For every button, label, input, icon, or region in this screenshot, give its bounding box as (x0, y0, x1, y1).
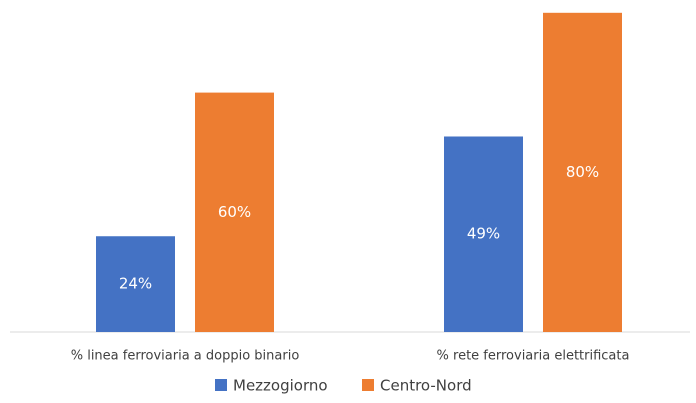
value-label: 80% (566, 163, 599, 181)
legend-swatch (215, 379, 227, 391)
legend-label: Centro-Nord (380, 377, 472, 395)
bar (96, 236, 175, 332)
x-tick-label: % linea ferroviaria a doppio binario (71, 349, 300, 364)
legend-swatch (362, 379, 374, 391)
value-label: 24% (119, 275, 152, 293)
bar (543, 12, 622, 333)
legend-label: Mezzogiorno (233, 377, 328, 395)
value-label: 60% (218, 203, 251, 221)
x-tick-label: % rete ferroviaria elettrificata (437, 349, 630, 364)
bar (195, 92, 274, 332)
value-label: 49% (467, 225, 500, 243)
bar (444, 136, 523, 332)
